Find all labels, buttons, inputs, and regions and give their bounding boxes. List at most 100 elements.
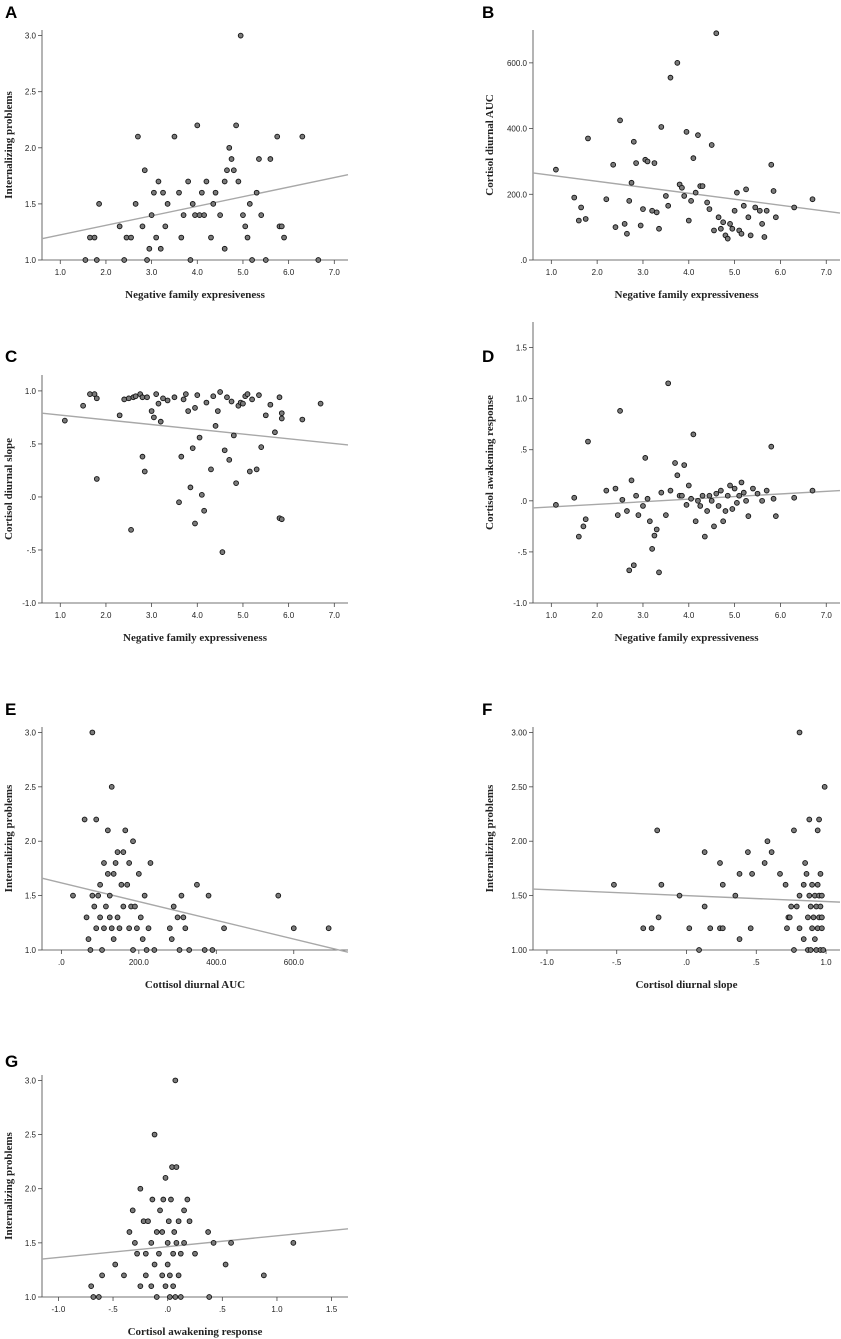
- x-tick-label: 4.0: [192, 611, 204, 620]
- regression-line: [532, 489, 841, 509]
- data-point: [653, 209, 660, 216]
- data-point: [106, 892, 113, 899]
- data-point: [192, 212, 198, 218]
- data-point: [180, 212, 187, 218]
- data-point: [151, 1131, 158, 1138]
- data-point: [132, 903, 138, 910]
- data-point: [142, 1272, 149, 1279]
- data-point: [699, 492, 706, 499]
- data-point: [667, 74, 674, 81]
- data-point: [93, 257, 100, 263]
- data-point: [683, 502, 690, 508]
- data-point: [160, 1196, 167, 1203]
- data-point: [275, 892, 282, 899]
- y-tick-label: 2.0: [25, 144, 37, 153]
- data-point: [553, 166, 559, 173]
- data-point: [763, 487, 770, 494]
- data-point: [134, 1250, 140, 1257]
- data-point: [701, 849, 708, 855]
- data-point: [747, 232, 754, 239]
- data-point: [159, 1229, 166, 1235]
- x-tick-label: 6.0: [775, 611, 787, 620]
- x-tick-label: -.5: [612, 958, 622, 967]
- data-point: [144, 394, 150, 401]
- data-point: [224, 167, 230, 174]
- data-point: [695, 497, 701, 504]
- data-point: [137, 914, 144, 921]
- x-tick-label: 400.0: [206, 958, 227, 967]
- data-point: [173, 1164, 180, 1170]
- data-point: [139, 453, 146, 460]
- x-tick-label: 1.0: [271, 1305, 283, 1314]
- x-tick-label: -1.0: [51, 1305, 65, 1314]
- data-point: [61, 417, 68, 424]
- data-point: [734, 500, 740, 506]
- data-point: [802, 860, 808, 866]
- data-point: [212, 189, 219, 196]
- data-point: [126, 860, 133, 866]
- data-point: [201, 947, 208, 953]
- data-point: [186, 947, 193, 953]
- data-point: [290, 925, 297, 932]
- data-point: [249, 257, 255, 263]
- x-tick-label: 1.0: [55, 268, 67, 277]
- data-point: [123, 234, 130, 241]
- data-point: [719, 925, 726, 932]
- data-point: [106, 914, 113, 921]
- data-point: [820, 947, 827, 953]
- panel-letter: F: [482, 700, 492, 719]
- data-point: [610, 161, 617, 168]
- data-point: [93, 476, 100, 482]
- data-point: [683, 129, 690, 135]
- data-point: [80, 402, 86, 409]
- data-point: [720, 219, 727, 226]
- data-point: [685, 482, 692, 489]
- data-point: [258, 444, 265, 450]
- data-point: [175, 1218, 182, 1225]
- y-axis-title: Internalizing problems: [3, 90, 15, 198]
- data-point: [688, 198, 694, 204]
- data-point: [791, 827, 797, 834]
- data-point: [290, 1240, 297, 1246]
- data-point: [724, 235, 731, 242]
- data-point: [172, 1294, 179, 1300]
- data-point: [738, 230, 745, 237]
- data-point: [246, 201, 253, 207]
- data-point: [617, 408, 623, 414]
- y-tick-label: 2.5: [25, 1131, 37, 1140]
- data-point: [809, 925, 815, 932]
- data-point: [118, 881, 125, 888]
- data-point: [603, 196, 610, 203]
- data-point: [745, 513, 752, 519]
- data-point: [788, 903, 795, 910]
- x-tick-label: 200.0: [129, 958, 150, 967]
- data-point: [692, 189, 699, 196]
- x-tick-label: 1.0: [820, 958, 832, 967]
- data-point: [658, 881, 665, 888]
- data-point: [139, 936, 146, 942]
- x-tick-label: 3.0: [146, 611, 158, 620]
- y-tick-label: 2.00: [511, 837, 527, 846]
- data-point: [731, 485, 738, 492]
- data-point: [715, 214, 722, 221]
- data-point: [731, 207, 738, 214]
- data-point: [153, 1229, 160, 1235]
- data-point: [745, 214, 752, 221]
- data-point: [221, 925, 227, 932]
- data-point: [196, 212, 203, 218]
- data-point: [696, 947, 702, 953]
- x-tick-label: 1.0: [55, 611, 67, 620]
- data-point: [99, 947, 105, 953]
- data-point: [101, 925, 107, 932]
- data-point: [112, 1261, 119, 1268]
- data-point: [178, 892, 185, 899]
- data-point: [274, 133, 281, 140]
- data-point: [125, 395, 132, 402]
- data-point: [167, 1272, 173, 1279]
- x-tick-label: 1.0: [546, 611, 558, 620]
- data-point: [715, 503, 722, 509]
- data-point: [614, 512, 621, 518]
- data-point: [208, 234, 214, 241]
- data-point: [812, 936, 818, 942]
- panel-b: B 1.0 2.0 3.0 4.0 5.0 6.0 7.0 .0 200.0 400.0 600.0 N…: [482, 3, 841, 301]
